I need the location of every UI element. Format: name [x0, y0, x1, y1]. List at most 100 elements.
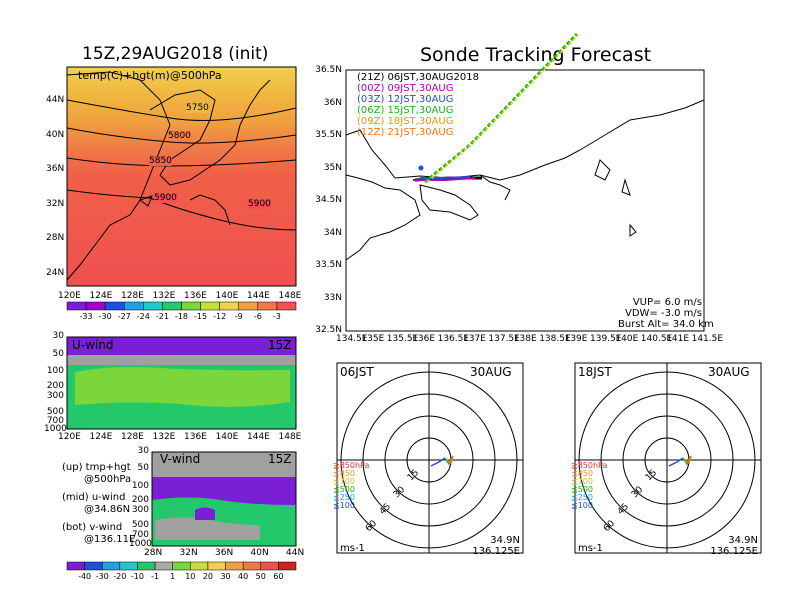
wind-colorbar-tick: -10 [131, 572, 144, 581]
map-lon-tick: 134.5E [336, 334, 368, 344]
v-wind-time: 15Z [268, 452, 292, 466]
hodo-level-label: ≦250 [333, 493, 355, 502]
hodo1-lon: 136.125E [472, 546, 520, 557]
v-wind-lat-tick: 44N [286, 548, 305, 558]
hodo-level-label: ≦700 [571, 477, 593, 486]
hodo-level-label: ≦700 [333, 477, 355, 486]
legend-entry: (09Z) 18JST,30AUG [357, 116, 454, 127]
temp-colorbar-tick: -21 [156, 312, 169, 321]
map-lon-tick: 141E [666, 334, 690, 344]
u-wind-lon-tick: 140E [215, 432, 239, 442]
hodo1-lat: 34.9N [490, 535, 520, 546]
legend-entry: (06Z) 15JST,30AUG [357, 105, 454, 116]
v-wind-p-tick: 200 [131, 495, 149, 505]
temp-colorbar-tick: -27 [118, 312, 131, 321]
hodo1-time: 06JST [340, 365, 374, 379]
hodo-level-label: ≦850 [333, 469, 355, 478]
hodo-trace-100 [668, 457, 684, 467]
temp-panel-label: temp(C)+hgt(m)@500hPa [78, 69, 222, 82]
note-mid-sub: @34.86N [84, 504, 131, 515]
temp-colorbar: -33 -30 -27 -24 -21 -18 -15 -12 -9 -6 -3 [66, 301, 297, 321]
temp-colorbar-cell [104, 301, 125, 311]
hodo-trace-850 [684, 455, 692, 465]
map-lon-tick: 141.5E [691, 334, 724, 344]
u-wind-lon-tick: 136E [184, 432, 207, 442]
note-bot-sub: @136.11E [84, 534, 136, 545]
contour-5900-a: 5900 [154, 193, 177, 203]
contour-5750: 5750 [186, 103, 209, 113]
wind-colorbar-cell [137, 561, 156, 571]
u-wind-lon-tick: 148E [278, 432, 302, 442]
hodo2-unit: ms-1 [578, 543, 603, 554]
left-title: 15Z,29AUG2018 (init) [82, 44, 269, 64]
hodo-level-label: ≦500 [571, 485, 593, 494]
temp-colorbar-cell [219, 301, 240, 311]
u-wind-panel [66, 336, 297, 430]
map-lon-tick: 136E [412, 334, 436, 344]
vup-text: VUP= 6.0 m/s [632, 297, 702, 308]
wind-colorbar-cell [260, 561, 279, 571]
temp-colorbar-tick: -9 [235, 312, 243, 321]
temp-lat-tick: 32N [46, 198, 65, 209]
temp-colorbar-tick: -3 [273, 312, 281, 321]
hodo2-lon: 136.125E [710, 546, 758, 557]
temp-colorbar-cell [257, 301, 278, 311]
temp-colorbar-cell [124, 301, 144, 311]
temp-colorbar-tick: -33 [80, 312, 93, 321]
wind-colorbar-cell [278, 561, 297, 571]
v-wind-p-tick: 500 [131, 520, 149, 530]
u-wind-lon-tick: 120E [58, 432, 81, 442]
hodo-level-label: ≦100 [571, 501, 593, 510]
u-wind-p-tick: 1000 [44, 424, 67, 434]
hodo2-levels: ≧850hPa ≦850 ≦700 ≦500 ≦250 ≦100 [571, 462, 607, 510]
u-wind-lon-tick: 132E [152, 432, 176, 442]
map-lat-tick: 35.5N [315, 130, 342, 140]
contour-5850: 5850 [149, 156, 172, 166]
temp-colorbar-cell [181, 301, 201, 311]
map-lat-tick: 36.5N [315, 65, 342, 75]
wind-colorbar-cell [172, 561, 191, 571]
temp-lon-tick: 148E [278, 291, 302, 301]
map-lat-tick: 33N [323, 292, 342, 303]
temp-lon-tick: 132E [152, 291, 176, 301]
temp-lat-tick: 36N [46, 164, 65, 174]
notes-block: (up) tmp+hgt @500hPa (mid) u-wind @34.86… [62, 462, 135, 546]
burst-text: Burst Alt= 34.0 km [618, 319, 714, 330]
wind-colorbar-cell [207, 561, 226, 571]
hodo-level-label: ≦250 [571, 493, 593, 502]
u-wind-p-tick: 50 [52, 349, 64, 359]
temp-colorbar-tick: -15 [194, 312, 207, 321]
sonde-map-panel [345, 32, 705, 332]
v-wind-label: V-wind [160, 452, 201, 466]
note-up: (up) tmp+hgt [62, 462, 131, 473]
map-lon-tick: 136.5E [437, 334, 470, 344]
wind-colorbar-tick: -40 [78, 572, 91, 581]
temp-map-panel [66, 66, 297, 287]
contour-5900-b: 5900 [248, 199, 271, 209]
v-wind-panel [151, 451, 297, 547]
temp-colorbar-cell [66, 301, 87, 311]
v-wind-lat-tick: 40N [250, 548, 269, 558]
temp-lon-tick: 128E [121, 291, 144, 301]
wind-colorbar-tick: 20 [203, 572, 213, 581]
contour-5800: 5800 [168, 131, 191, 141]
wind-colorbar-tick: 60 [273, 572, 283, 581]
temp-colorbar-cell [143, 301, 163, 311]
legend-entry: (00Z) 09JST,30AUG [357, 83, 454, 94]
wind-colorbar-tick: -20 [113, 572, 126, 581]
wind-colorbar-cell [119, 561, 138, 571]
temp-colorbar-tick: -6 [254, 312, 262, 321]
hodo1-pos: 34.9N 136.125E [470, 535, 520, 557]
temp-colorbar-tick: -30 [99, 312, 112, 321]
map-stats: VUP= 6.0 m/s VDW= -3.0 m/s Burst Alt= 34… [618, 297, 714, 330]
temp-colorbar-tick: -12 [213, 312, 226, 321]
map-lon-tick: 139E [564, 334, 588, 344]
map-lat-tick: 34.5N [315, 195, 342, 205]
map-lat-tick: 35N [323, 162, 342, 173]
legend-entry: (03Z) 12JST,30AUG [357, 94, 454, 105]
wind-colorbar-tick: 10 [185, 572, 195, 581]
wind-colorbar-cell [66, 561, 85, 571]
temp-colorbar-cell [276, 301, 297, 311]
